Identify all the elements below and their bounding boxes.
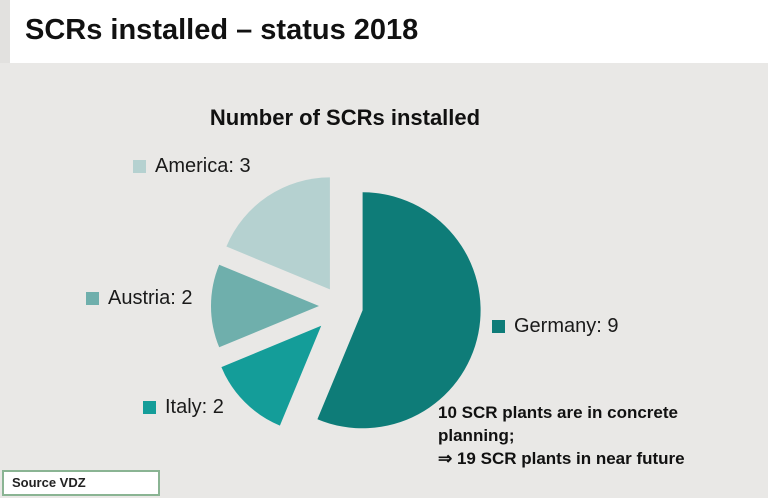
- legend-item-austria: Austria: 2: [86, 287, 192, 310]
- slide-title: SCRs installed – status 2018: [25, 14, 419, 46]
- legend-label-austria: Austria: 2: [108, 287, 193, 309]
- pie-slice-italy: [221, 325, 322, 426]
- legend-item-america: America: 3: [133, 155, 251, 178]
- source-label: Source VDZ: [12, 475, 86, 490]
- source-box: Source VDZ: [2, 470, 160, 496]
- chart-title: Number of SCRs installed: [209, 105, 481, 130]
- legend-swatch-germany: [492, 320, 505, 333]
- slide-header: SCRs installed – status 2018: [10, 0, 768, 63]
- pie-slice-austria: [210, 264, 319, 348]
- legend-item-germany: Germany: 9: [492, 315, 618, 338]
- legend-label-germany: Germany: 9: [514, 315, 619, 337]
- legend-item-italy: Italy: 2: [143, 396, 224, 419]
- legend-swatch-austria: [86, 292, 99, 305]
- pie-slice-germany: [317, 192, 481, 429]
- legend-label-america: America: 3: [155, 155, 251, 177]
- legend-swatch-italy: [143, 401, 156, 414]
- annotation-line-1: 10 SCR plants are in concrete: [438, 403, 678, 422]
- annotation-text: 10 SCR plants are in concrete planning; …: [438, 401, 768, 470]
- legend-label-italy: Italy: 2: [165, 396, 224, 418]
- annotation-line-2: planning;: [438, 426, 515, 445]
- pie-slice-america: [226, 177, 330, 290]
- header-left-strip: [0, 0, 10, 63]
- annotation-line-3: ⇒ 19 SCR plants in near future: [438, 449, 685, 468]
- legend-swatch-america: [133, 160, 146, 173]
